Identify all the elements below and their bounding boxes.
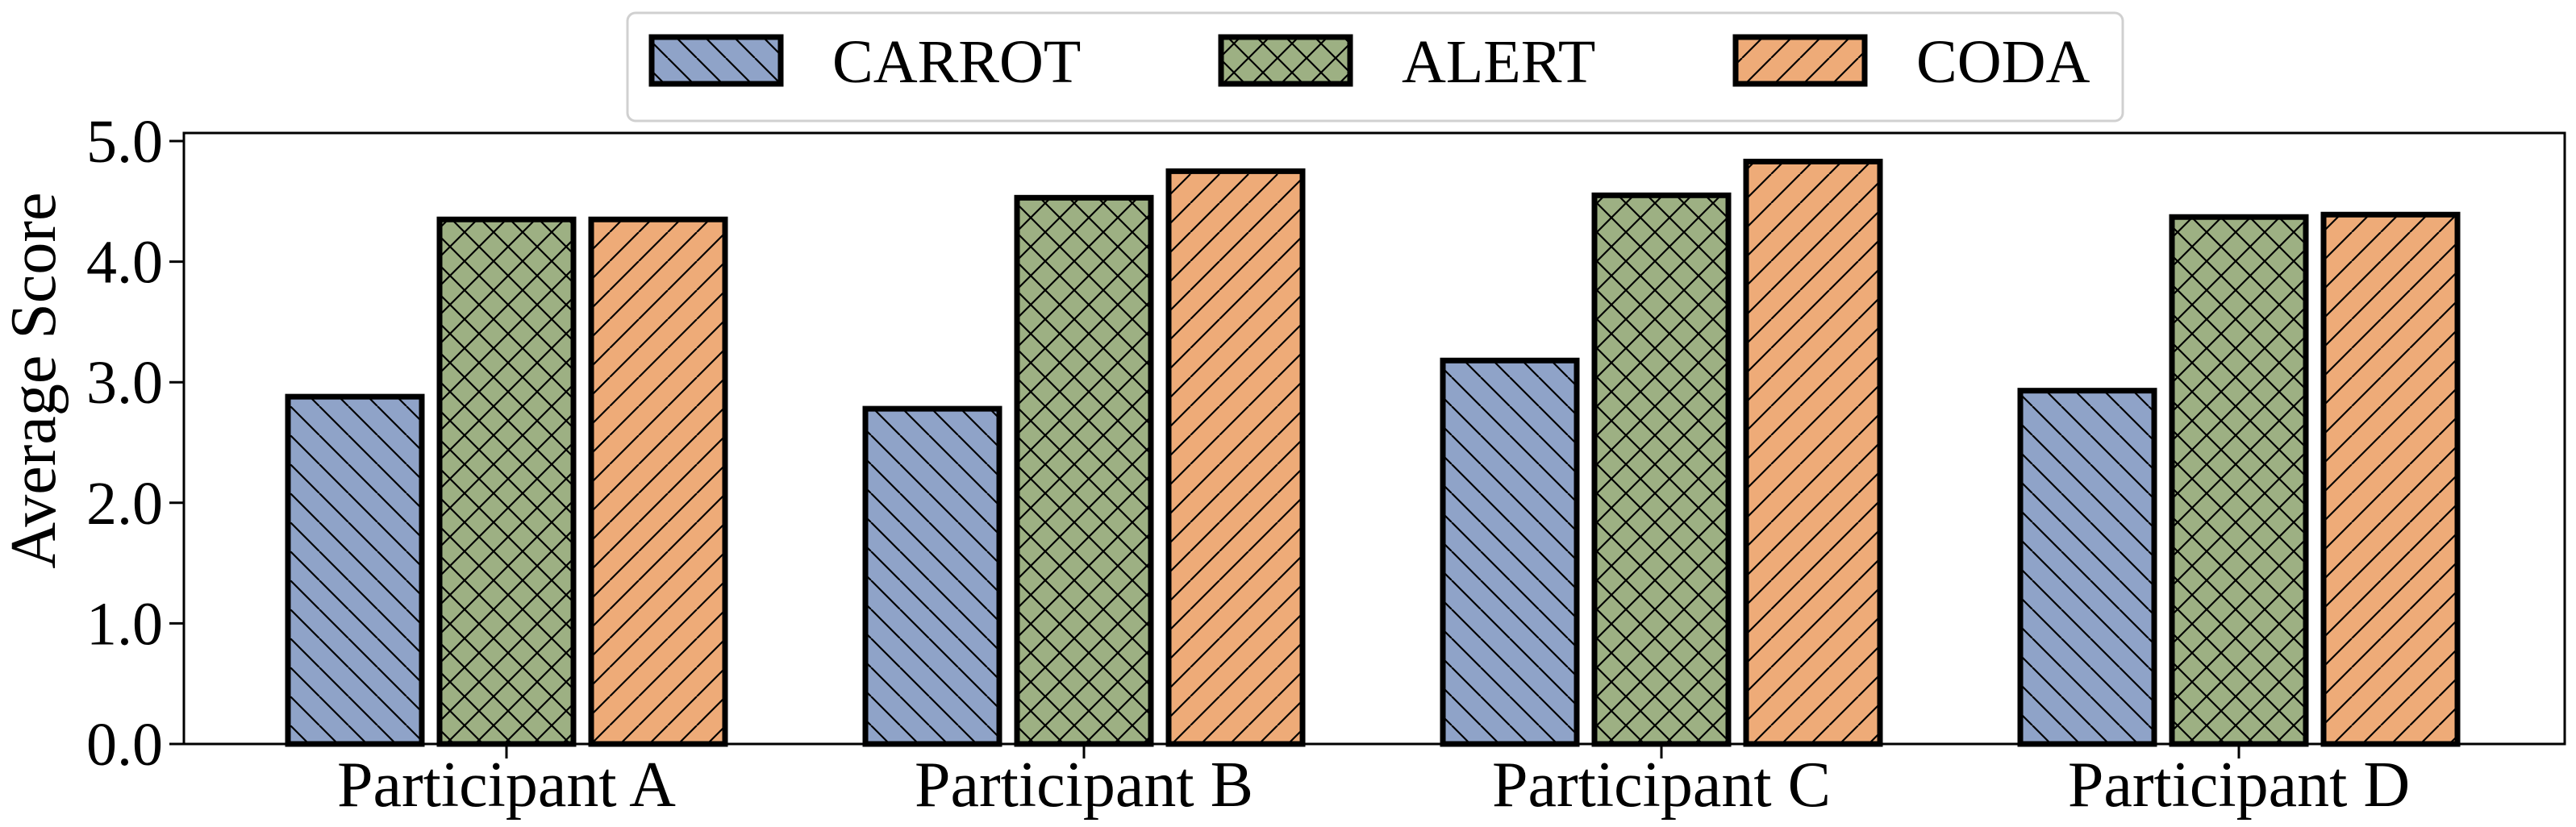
- y-axis-label: Average Score: [0, 192, 69, 568]
- y-tick-label: 1.0: [86, 590, 163, 658]
- x-axis: Participant A Participant B Participant C P…: [337, 744, 2410, 821]
- y-tick-label: 2.0: [86, 470, 163, 538]
- bar-coda: [2320, 211, 2461, 747]
- y-tick-label: 4.0: [86, 229, 163, 297]
- bar-alert: [436, 216, 577, 747]
- bar-alert: [1014, 194, 1154, 747]
- bar-alert: [1591, 192, 1732, 747]
- plot-frame: [182, 131, 2566, 746]
- bar-coda: [1743, 158, 1883, 747]
- bar-carrot: [1440, 357, 1580, 747]
- x-tick-label: Participant C: [1492, 750, 1831, 821]
- x-tick-label: Participant D: [2068, 750, 2410, 821]
- bar-coda: [588, 216, 728, 747]
- legend-swatch-carrot: [648, 34, 784, 87]
- legend-label-alert: ALERT: [1402, 28, 1595, 96]
- legend-swatch-coda: [1732, 34, 1868, 87]
- x-tick-label: Participant B: [915, 750, 1253, 821]
- y-axis: 0.0 1.0 2.0 3.0 4.0 5.0: [86, 108, 184, 779]
- bar-alert: [2169, 214, 2309, 747]
- legend-label-carrot: CARROT: [832, 28, 1081, 96]
- plot-bars: [285, 158, 2461, 747]
- y-tick-label: 0.0: [86, 711, 163, 779]
- bar-carrot: [862, 405, 1002, 747]
- legend: CARROT ALERT CODA: [626, 11, 2124, 123]
- y-tick-label: 5.0: [86, 108, 163, 176]
- x-tick-label: Participant A: [337, 750, 676, 821]
- bar-carrot: [285, 393, 425, 747]
- bar-carrot: [2017, 388, 2157, 747]
- y-tick-label: 3.0: [86, 349, 163, 417]
- legend-label-coda: CODA: [1916, 28, 2090, 96]
- bar-coda: [1165, 168, 1306, 747]
- legend-swatch-alert: [1218, 34, 1353, 87]
